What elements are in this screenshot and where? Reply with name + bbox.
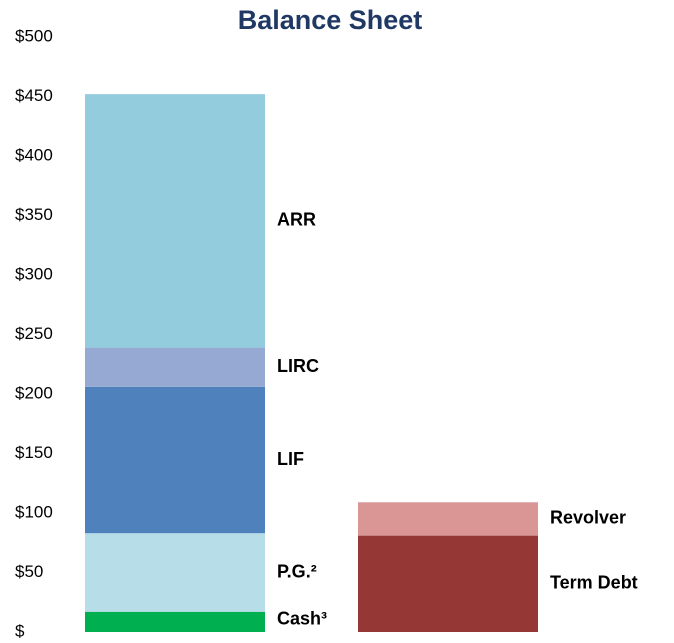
y-tick-label: $ bbox=[15, 621, 25, 640]
bar-segment bbox=[85, 611, 265, 632]
bar-segment bbox=[85, 386, 265, 534]
segment-label: LIRC bbox=[277, 356, 319, 376]
y-tick-label: $300 bbox=[15, 264, 53, 283]
y-tick-label: $350 bbox=[15, 205, 53, 224]
y-tick-label: $100 bbox=[15, 502, 53, 521]
y-tick-label: $150 bbox=[15, 443, 53, 462]
bar-segment bbox=[358, 535, 538, 632]
segment-label: Cash³ bbox=[277, 609, 327, 629]
y-tick-label: $450 bbox=[15, 86, 53, 105]
bar-segment bbox=[85, 347, 265, 387]
y-tick-label: $50 bbox=[15, 562, 43, 581]
segment-label: ARR bbox=[277, 210, 316, 230]
bar-segment bbox=[358, 502, 538, 536]
segment-label: LIF bbox=[277, 449, 304, 469]
y-tick-label: $250 bbox=[15, 324, 53, 343]
y-tick-label: $400 bbox=[15, 145, 53, 164]
segment-label: Revolver bbox=[550, 508, 626, 528]
segment-label: Term Debt bbox=[550, 573, 638, 593]
segment-label: P.G.² bbox=[277, 561, 317, 581]
y-tick-label: $500 bbox=[15, 26, 53, 45]
y-tick-label: $200 bbox=[15, 383, 53, 402]
bar-segment bbox=[85, 533, 265, 612]
bar-segment bbox=[85, 94, 265, 348]
chart-title: Balance Sheet bbox=[238, 5, 423, 35]
